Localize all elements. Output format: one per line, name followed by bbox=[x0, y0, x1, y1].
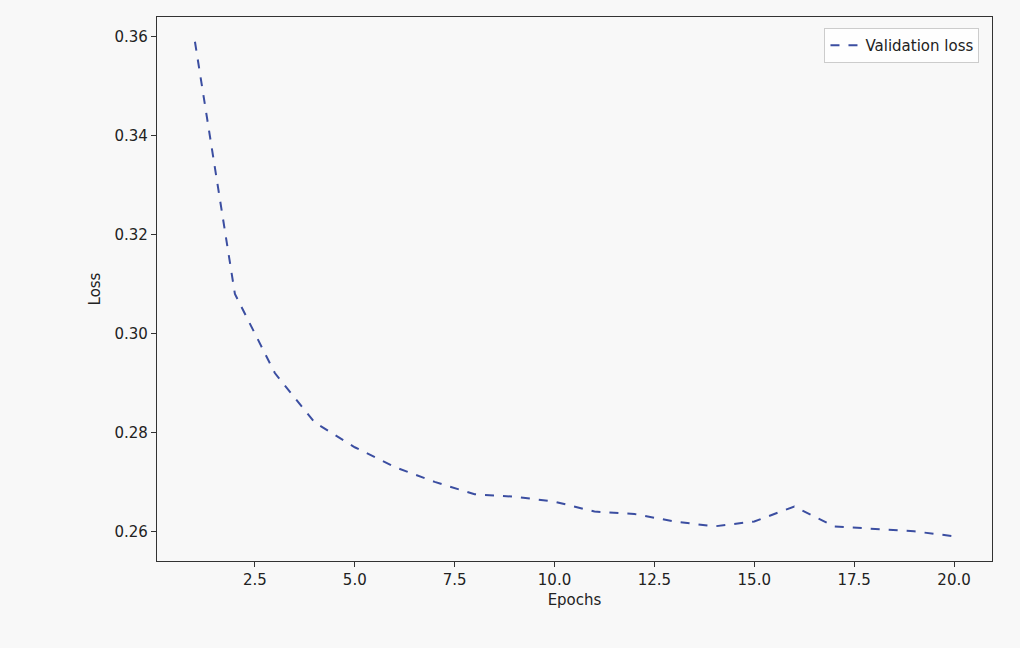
svg-text:12.5: 12.5 bbox=[638, 571, 671, 589]
svg-text:0.28: 0.28 bbox=[114, 424, 147, 442]
svg-text:15.0: 15.0 bbox=[738, 571, 771, 589]
svg-text:0.34: 0.34 bbox=[114, 127, 147, 145]
svg-text:Validation loss: Validation loss bbox=[865, 37, 973, 55]
svg-text:0.30: 0.30 bbox=[114, 325, 147, 343]
svg-text:0.36: 0.36 bbox=[114, 28, 147, 46]
svg-text:7.5: 7.5 bbox=[443, 571, 467, 589]
svg-text:20.0: 20.0 bbox=[937, 571, 970, 589]
svg-text:17.5: 17.5 bbox=[837, 571, 870, 589]
svg-text:Loss: Loss bbox=[86, 272, 104, 305]
svg-text:0.26: 0.26 bbox=[114, 523, 147, 541]
svg-text:10.0: 10.0 bbox=[538, 571, 571, 589]
svg-text:0.32: 0.32 bbox=[114, 226, 147, 244]
svg-text:Epochs: Epochs bbox=[548, 591, 602, 609]
svg-text:2.5: 2.5 bbox=[243, 571, 267, 589]
svg-text:5.0: 5.0 bbox=[343, 571, 367, 589]
